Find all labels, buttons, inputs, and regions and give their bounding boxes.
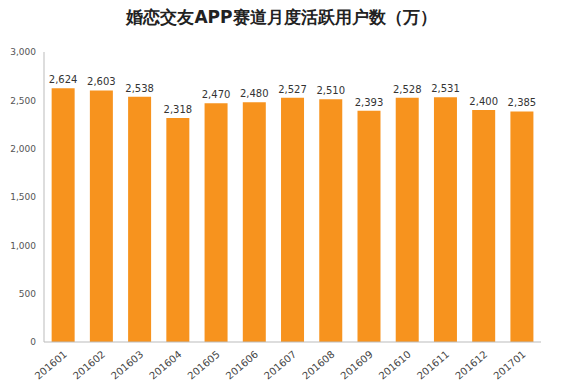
svg-text:2,400: 2,400 <box>469 96 498 107</box>
svg-text:2,393: 2,393 <box>355 97 384 108</box>
svg-text:500: 500 <box>19 289 36 299</box>
svg-text:2,000: 2,000 <box>10 144 36 154</box>
svg-text:2,470: 2,470 <box>202 89 231 100</box>
svg-text:1,000: 1,000 <box>10 241 36 251</box>
svg-text:2,624: 2,624 <box>49 74 78 85</box>
svg-text:2,538: 2,538 <box>125 83 154 94</box>
svg-text:2,385: 2,385 <box>508 97 537 108</box>
svg-text:201610: 201610 <box>377 349 413 382</box>
svg-text:1,500: 1,500 <box>10 192 36 202</box>
svg-text:201701: 201701 <box>491 349 527 382</box>
svg-text:2,527: 2,527 <box>278 84 307 95</box>
svg-text:201603: 201603 <box>109 349 145 382</box>
svg-text:3,000: 3,000 <box>10 47 36 57</box>
svg-text:201611: 201611 <box>415 349 451 382</box>
svg-text:201606: 201606 <box>224 349 260 382</box>
svg-text:2,480: 2,480 <box>240 88 269 99</box>
svg-text:0: 0 <box>30 337 36 347</box>
svg-text:2,528: 2,528 <box>393 84 422 95</box>
svg-text:201605: 201605 <box>186 349 222 382</box>
svg-text:2,500: 2,500 <box>10 96 36 106</box>
svg-text:2,510: 2,510 <box>316 85 345 96</box>
html-text:婚恋交友APP赛道月度活跃用户数（万）: 婚恋交友APP赛道月度活跃用户数（万） <box>126 7 437 27</box>
svg-text:201612: 201612 <box>453 349 489 382</box>
svg-text:201602: 201602 <box>71 349 107 382</box>
svg-text:201601: 201601 <box>33 349 69 382</box>
svg-text:2,318: 2,318 <box>164 104 193 115</box>
svg-text:2,603: 2,603 <box>87 76 116 87</box>
svg-text:201604: 201604 <box>147 349 183 382</box>
svg-text:201607: 201607 <box>262 349 298 382</box>
svg-text:201608: 201608 <box>300 349 336 382</box>
svg-text:201609: 201609 <box>338 349 374 382</box>
svg-text:2,531: 2,531 <box>431 83 460 94</box>
